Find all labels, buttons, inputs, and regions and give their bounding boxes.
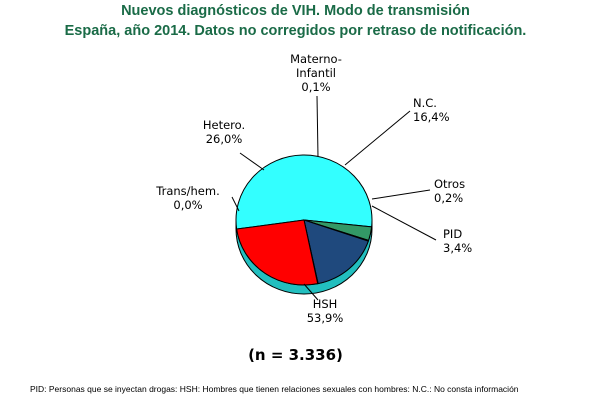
- data-label-pid: PID 3,4%: [443, 227, 472, 255]
- pie-slice-n-c: [303, 219, 369, 285]
- leader-line-pid: [371, 205, 437, 241]
- leader-line-hsh: [303, 283, 319, 301]
- data-label-trans-hem: Trans/hem. 0,0%: [155, 184, 220, 212]
- data-label-hetero: Hetero. 26,0%: [203, 118, 245, 146]
- data-label-otros: Otros 0,2%: [434, 177, 465, 205]
- sample-size-label: (n = 3.336): [248, 346, 343, 364]
- pie-slice-hsh: [235, 154, 373, 230]
- data-label-materno-infantil: Materno-Infantil 0,1%: [290, 52, 342, 94]
- leader-line-otros: [371, 189, 431, 200]
- chart-subtitle: España, año 2014. Datos no corregidos po…: [64, 23, 527, 39]
- data-label-hsh: HSH 53,9%: [307, 297, 344, 325]
- footnote: PID: Personas que se inyectan drogas: HS…: [30, 384, 519, 394]
- leader-line-trans-hem: [231, 196, 240, 212]
- data-label-n-c: N.C. 16,4%: [413, 96, 450, 124]
- leader-line-n-c: [344, 110, 411, 166]
- chart-title: Nuevos diagnósticos de VIH. Modo de tran…: [121, 3, 470, 19]
- leader-line-materno-infantil: [316, 95, 319, 158]
- leader-line-hetero: [239, 152, 265, 171]
- pie-slice-hetero: [236, 219, 319, 286]
